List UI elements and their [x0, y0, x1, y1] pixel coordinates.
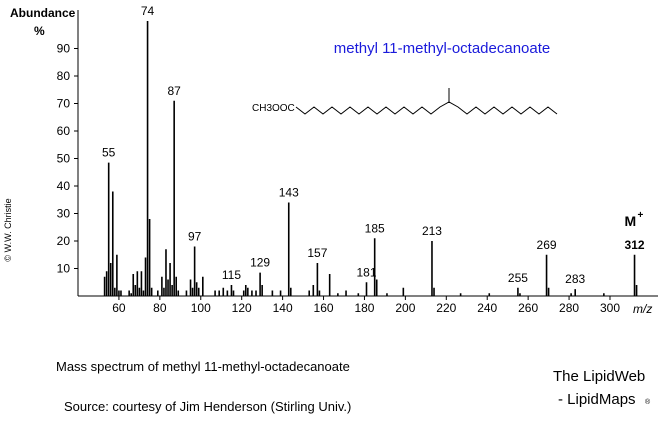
x-axis-label: m/z — [633, 302, 652, 316]
peak-label: 283 — [565, 272, 585, 286]
peak-label: 87 — [167, 84, 181, 98]
peak-label: 97 — [188, 230, 202, 244]
brand-sub: - LipidMaps — [558, 391, 636, 408]
chart-title: methyl 11-methyl-octadecanoate — [334, 40, 551, 57]
brand: The LipidWeb — [553, 368, 645, 385]
molecular-ion-charge: + — [638, 210, 644, 221]
y-tick-label: 20 — [57, 234, 71, 248]
x-tick-label: 180 — [354, 301, 374, 315]
x-tick-label: 220 — [436, 301, 456, 315]
structure-label: CH3OOC — [252, 103, 295, 114]
y-tick-label: 80 — [57, 69, 71, 83]
source: Source: courtesy of Jim Henderson (Stirl… — [64, 399, 351, 414]
molecular-ion-symbol: M — [625, 213, 637, 229]
molecular-ion-label: 312 — [625, 238, 645, 252]
x-tick-label: 280 — [559, 301, 579, 315]
x-tick-label: 100 — [191, 301, 211, 315]
peak-label: 74 — [141, 4, 155, 18]
peak-label: 55 — [102, 146, 116, 160]
x-tick-label: 140 — [273, 301, 293, 315]
x-tick-label: 60 — [112, 301, 126, 315]
peak-label: 269 — [537, 238, 557, 252]
x-tick-label: 160 — [314, 301, 334, 315]
caption: Mass spectrum of methyl 11-methyl-octade… — [56, 359, 350, 374]
y-tick-label: 30 — [57, 207, 71, 221]
credit: © W.W. Christie — [3, 198, 13, 261]
x-tick-label: 300 — [600, 301, 620, 315]
structure-chain — [295, 101, 558, 115]
x-tick-label: 80 — [153, 301, 167, 315]
peak-label: 115 — [222, 268, 241, 282]
brand-mark: ® — [645, 398, 651, 406]
x-tick-label: 120 — [232, 301, 252, 315]
y-axis-label: Abundance — [10, 6, 76, 20]
y-tick-label: 70 — [57, 97, 71, 111]
peak-label: 143 — [279, 186, 299, 200]
peak-label: 129 — [250, 256, 270, 270]
y-tick-label: 90 — [57, 42, 71, 56]
peak-label: 213 — [422, 224, 442, 238]
peak-label: 185 — [365, 221, 385, 235]
x-tick-label: 240 — [477, 301, 497, 315]
x-tick-label: 200 — [395, 301, 415, 315]
y-tick-label: 40 — [57, 179, 71, 193]
peak-label: 255 — [508, 271, 528, 285]
peak-label: 181 — [356, 265, 376, 279]
y-axis-unit: % — [34, 24, 45, 38]
y-tick-label: 50 — [57, 152, 71, 166]
x-tick-label: 260 — [518, 301, 538, 315]
peak-label: 157 — [307, 246, 327, 260]
y-tick-label: 60 — [57, 124, 71, 138]
y-tick-label: 10 — [57, 262, 71, 276]
